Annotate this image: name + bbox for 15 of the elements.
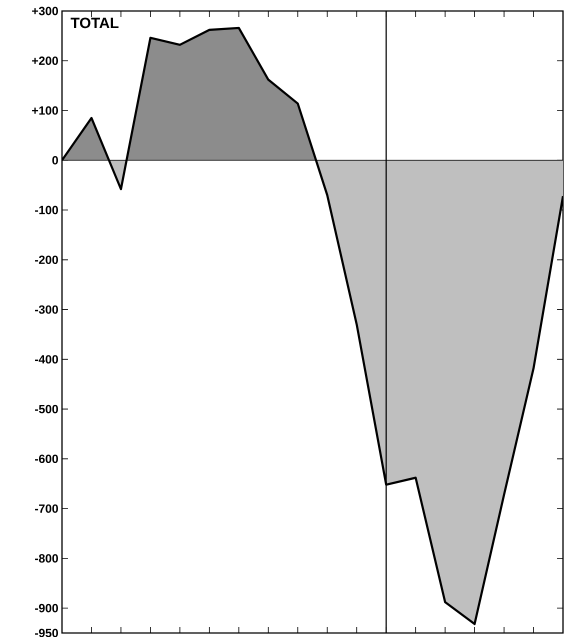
y-tick-label: +100 [32, 106, 58, 115]
chart-title: TOTAL [70, 18, 119, 28]
y-tick-label: -300 [35, 305, 58, 314]
y-tick-label: -950 [35, 628, 58, 637]
y-tick-label: -900 [35, 604, 58, 612]
y-tick-label: +300 [32, 6, 58, 16]
y-tick-label: -800 [35, 554, 58, 563]
y-tick-label: -200 [35, 256, 58, 264]
y-tick-label: -400 [35, 355, 58, 364]
y-tick-label: 0 [52, 156, 58, 164]
y-tick-label: -500 [35, 404, 58, 414]
y-tick-label: -600 [35, 454, 58, 464]
y-tick-label: -700 [35, 504, 58, 513]
y-tick-label: -100 [35, 206, 58, 214]
y-tick-label: +200 [32, 56, 58, 65]
